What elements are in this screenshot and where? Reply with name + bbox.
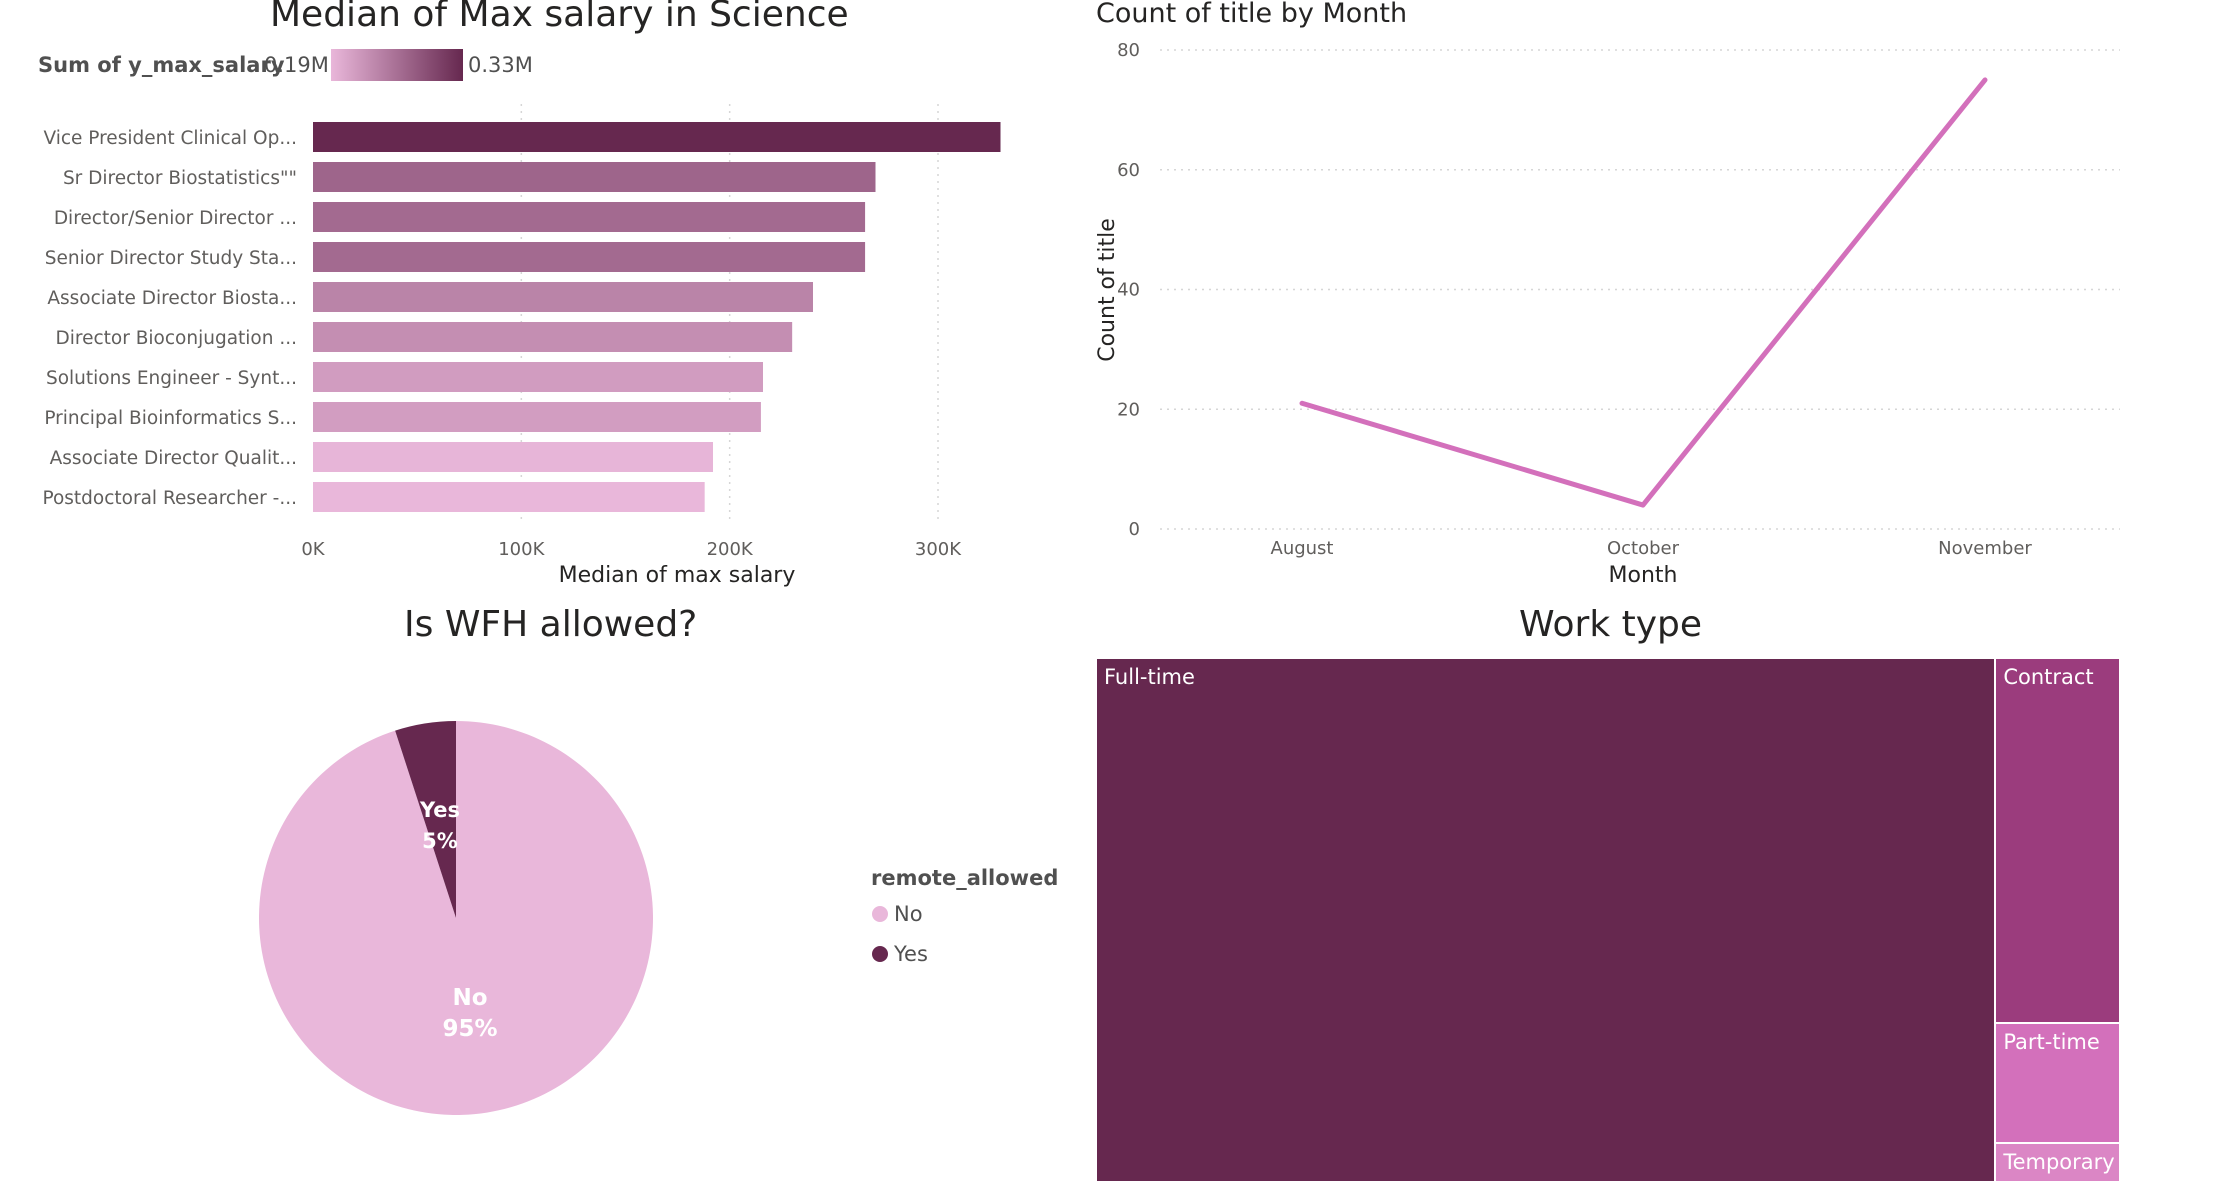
bar-6 (313, 362, 763, 392)
bar-0 (313, 122, 1001, 152)
pie-legend-item-yes[interactable]: Yes (872, 942, 928, 966)
gradient-legend-min: 0.19M (264, 53, 329, 77)
treemap-cell-part-time[interactable]: Part-time (1995, 1023, 2120, 1143)
bar-5 (313, 322, 792, 352)
x-tick-label-2: 200K (707, 539, 754, 560)
bar-9 (313, 482, 705, 512)
gradient-legend-title: Sum of y_max_salary (38, 53, 285, 77)
bar-chart: 0K 100K 200K 300K Vice President Clinical Op… (0, 100, 1080, 600)
category-label-0: Vice President Clinical Op... (43, 128, 297, 149)
line-chart-title: Count of title by Month (1096, 0, 1407, 29)
treemap-cell-contract[interactable]: Contract (1995, 658, 2120, 1023)
treemap-cell-temporary[interactable]: Temporary (1995, 1143, 2120, 1182)
pie-legend-label-yes: Yes (894, 942, 928, 966)
category-label-2: Director/Senior Director ... (54, 208, 297, 229)
treemap-label-temporary: Temporary (2003, 1150, 2114, 1174)
bar-2 (313, 202, 865, 232)
pie-chart: No 95% Yes 5% (240, 700, 680, 1140)
x-tick-label-3: 300K (915, 539, 962, 560)
gradient-legend-max: 0.33M (468, 53, 533, 77)
bar-4 (313, 282, 813, 312)
category-label-3: Senior Director Study Sta... (45, 248, 297, 269)
pie-label-no: No (452, 985, 487, 1011)
bar-1 (313, 162, 876, 192)
month-label-2: November (1938, 538, 2032, 559)
category-label-8: Associate Director Qualit... (50, 448, 297, 469)
pie-label-yes: Yes (419, 798, 460, 822)
x-tick-label-1: 100K (498, 539, 545, 560)
x-axis-title: Month (1609, 563, 1678, 588)
category-label-1: Sr Director Biostatistics"" (63, 168, 297, 189)
gradient-legend-bar (331, 49, 463, 81)
category-label-7: Principal Bioinformatics S... (44, 408, 297, 429)
pie-legend-title: remote_allowed (871, 866, 1058, 890)
treemap-label-contract: Contract (2003, 665, 2093, 689)
y-tick-label-3: 60 (1117, 160, 1140, 181)
treemap-title: Work type (1519, 604, 1702, 645)
treemap: Full-time Contract Part-time Temporary (1096, 658, 2120, 1182)
category-label-5: Director Bioconjugation ... (56, 328, 297, 349)
bar-7 (313, 402, 761, 432)
bar-3 (313, 242, 865, 272)
y-tick-label-1: 20 (1117, 399, 1140, 420)
treemap-label-full-time: Full-time (1104, 665, 1195, 689)
pie-legend-label-no: No (894, 902, 923, 926)
y-tick-label-2: 40 (1117, 280, 1140, 301)
category-label-4: Associate Director Biosta... (47, 288, 297, 309)
pie-pct-no: 95% (442, 1016, 497, 1042)
category-label-9: Postdoctoral Researcher -... (42, 488, 297, 509)
category-label-6: Solutions Engineer - Synt... (46, 368, 297, 389)
pie-legend-item-no[interactable]: No (872, 902, 923, 926)
pie-chart-title: Is WFH allowed? (404, 604, 697, 645)
y-tick-label-4: 80 (1117, 40, 1140, 61)
x-tick-label-0: 0K (301, 539, 325, 560)
bar-chart-title: Median of Max salary in Science (270, 0, 849, 35)
series-line (1302, 80, 1985, 505)
line-chart: 0 20 40 60 80 August October November Month Count… (1080, 30, 2226, 600)
month-label-1: October (1607, 538, 1680, 559)
month-label-0: August (1271, 538, 1334, 559)
pie-pct-yes: 5% (422, 829, 458, 853)
x-axis-title: Median of max salary (559, 563, 796, 588)
treemap-label-part-time: Part-time (2003, 1030, 2099, 1054)
treemap-cell-full-time[interactable]: Full-time (1096, 658, 1995, 1182)
legend-dot-no-icon (872, 906, 888, 922)
bar-8 (313, 442, 713, 472)
y-tick-label-0: 0 (1129, 519, 1140, 540)
legend-dot-yes-icon (872, 946, 888, 962)
y-axis-title: Count of title (1095, 218, 1120, 362)
